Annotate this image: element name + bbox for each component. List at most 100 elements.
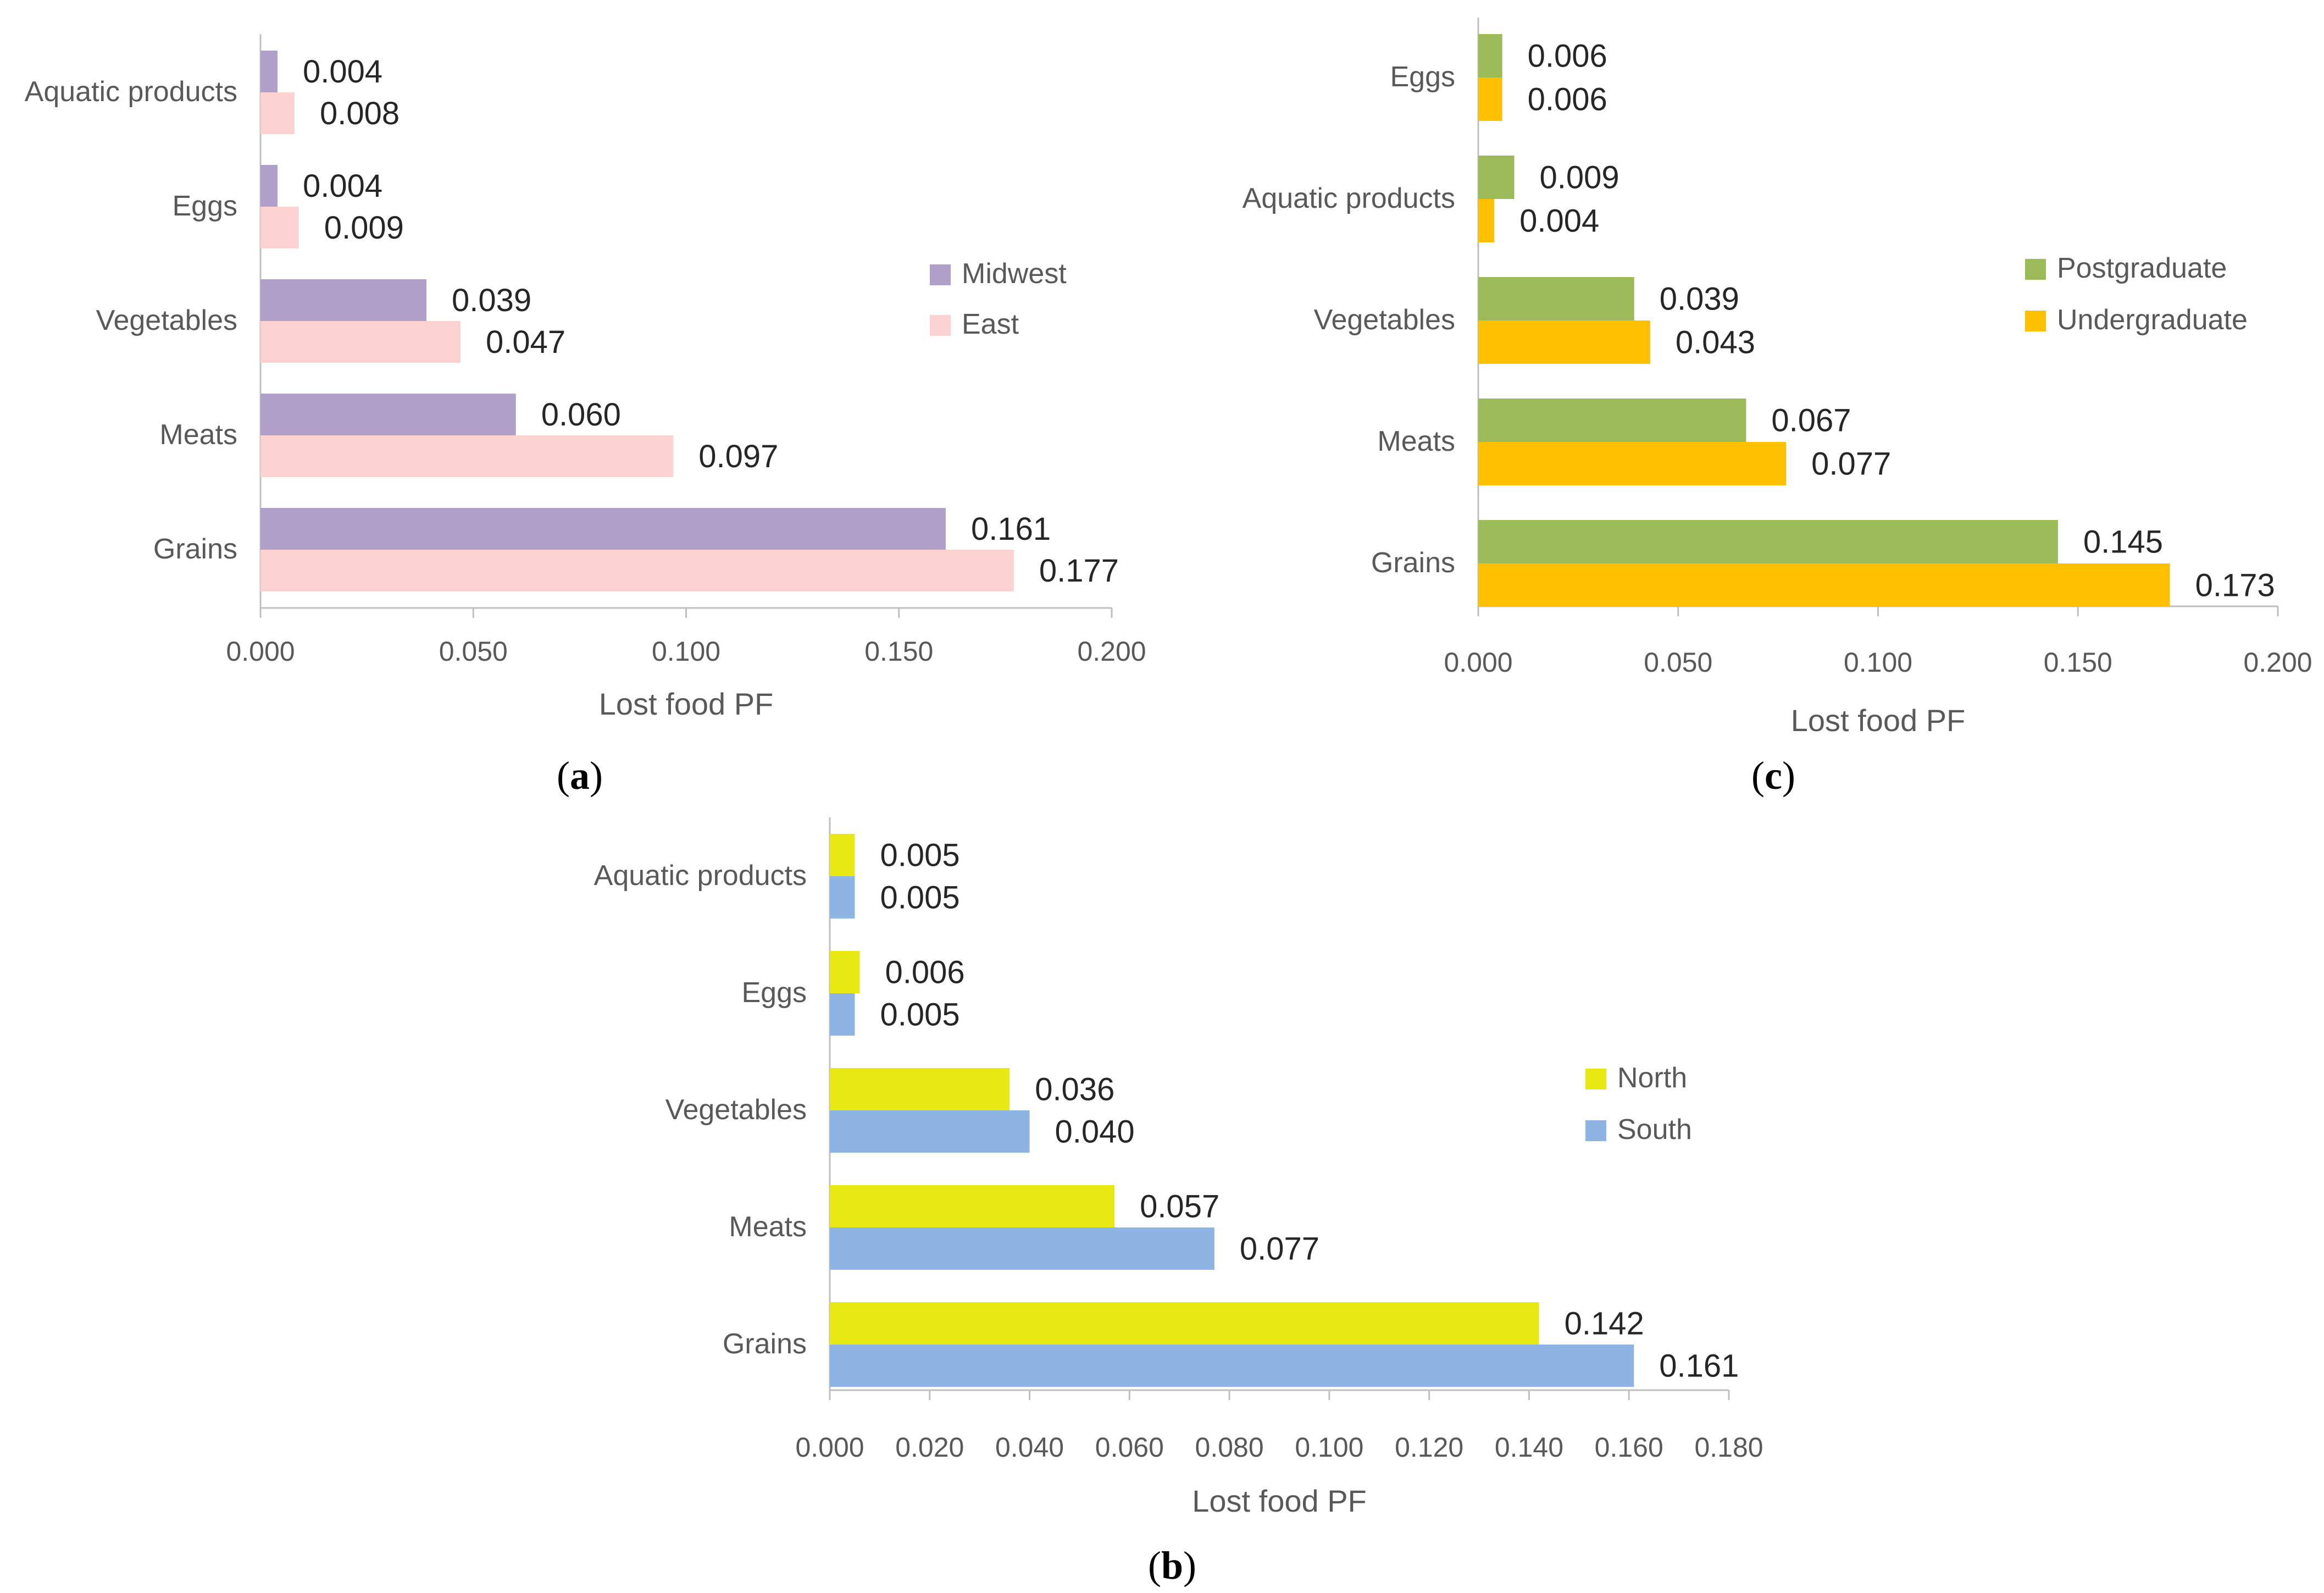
legend-label: Midwest <box>962 258 1067 290</box>
x-tick-label: 0.050 <box>439 636 508 667</box>
bar <box>260 394 516 435</box>
data-label: 0.097 <box>698 439 778 474</box>
data-label: 0.161 <box>1659 1348 1739 1384</box>
legend-label: South <box>1617 1114 1692 1146</box>
category-label: Aquatic products <box>25 76 237 108</box>
bar <box>260 321 461 363</box>
bar <box>1478 399 1746 442</box>
chart-a: 0.000 0.050 0.100 0.150 0.200 Aquatic product… <box>25 34 1146 798</box>
data-label: 0.036 <box>1035 1072 1114 1108</box>
category-label: Grains <box>153 533 237 565</box>
legend-swatch <box>1585 1069 1606 1089</box>
bar <box>260 165 278 207</box>
legend-label: Postgraduate <box>2057 252 2227 284</box>
legend-label: Undergraduate <box>2057 304 2248 336</box>
x-tick-label: 0.160 <box>1595 1432 1663 1463</box>
x-tick-label: 0.120 <box>1395 1432 1463 1463</box>
data-label: 0.005 <box>880 997 959 1033</box>
bar <box>260 207 299 248</box>
legend-swatch <box>930 264 951 285</box>
category-label: Meats <box>1377 425 1455 457</box>
data-label: 0.177 <box>1039 553 1119 589</box>
category-label: Aquatic products <box>594 860 807 892</box>
data-label: 0.004 <box>303 168 382 204</box>
data-label: 0.004 <box>303 54 382 90</box>
x-tick-label: 0.000 <box>795 1432 864 1463</box>
data-label: 0.006 <box>1528 38 1607 74</box>
legend-swatch <box>930 315 951 336</box>
x-axis-title: Lost food PF <box>599 687 774 721</box>
x-tick-label: 0.020 <box>895 1432 964 1463</box>
bar <box>830 1068 1010 1110</box>
category-label: Vegetables <box>665 1094 807 1126</box>
data-label: 0.057 <box>1140 1189 1219 1225</box>
x-tick-label: 0.000 <box>226 636 295 667</box>
bar <box>1478 442 1787 485</box>
category-label: Aquatic products <box>1243 182 1455 214</box>
data-label: 0.009 <box>324 210 404 246</box>
data-label: 0.005 <box>880 838 959 873</box>
bar <box>1478 563 2170 607</box>
bar <box>260 508 946 550</box>
data-label: 0.077 <box>1811 446 1891 482</box>
x-tick-label: 0.180 <box>1694 1432 1763 1463</box>
chart-b: 0.000 0.020 0.040 0.060 0.080 0.100 0.120 0.140… <box>594 817 1763 1588</box>
data-label: 0.004 <box>1519 203 1599 239</box>
data-label: 0.005 <box>880 880 959 916</box>
category-label: Meats <box>159 419 237 451</box>
category-label: Vegetables <box>1314 304 1455 336</box>
x-tick-label: 0.100 <box>1844 647 1912 678</box>
data-label: 0.039 <box>452 283 531 318</box>
bar <box>830 951 860 993</box>
category-label: Grains <box>723 1328 807 1360</box>
bar <box>260 51 278 92</box>
category-label: Eggs <box>172 190 237 222</box>
legend-swatch <box>1585 1120 1606 1141</box>
bar <box>830 993 855 1036</box>
bar <box>830 834 855 876</box>
bar <box>1478 277 1634 320</box>
bar <box>830 876 855 919</box>
bar <box>830 1345 1634 1387</box>
data-label: 0.060 <box>541 397 621 433</box>
panel-caption: (b) <box>1148 1544 1196 1588</box>
legend-swatch <box>2025 259 2046 280</box>
data-label: 0.161 <box>971 511 1051 547</box>
data-label: 0.006 <box>885 955 965 991</box>
data-label: 0.067 <box>1771 403 1851 439</box>
bar <box>260 92 295 134</box>
x-tick-label: 0.150 <box>2044 647 2112 678</box>
bar <box>830 1227 1214 1270</box>
legend-swatch <box>2025 311 2046 331</box>
x-axis-title: Lost food PF <box>1192 1484 1367 1518</box>
x-tick-label: 0.150 <box>864 636 933 667</box>
data-label: 0.006 <box>1528 82 1607 118</box>
bar <box>260 550 1014 591</box>
data-label: 0.040 <box>1055 1114 1135 1150</box>
data-label: 0.008 <box>320 96 400 131</box>
data-label: 0.009 <box>1539 160 1619 196</box>
bar <box>830 1185 1115 1227</box>
category-label: Eggs <box>741 977 807 1009</box>
data-label: 0.077 <box>1240 1231 1319 1267</box>
category-label: Meats <box>729 1211 807 1243</box>
x-tick-label: 0.040 <box>995 1432 1064 1463</box>
bar <box>260 279 427 321</box>
x-tick-label: 0.200 <box>1077 636 1146 667</box>
x-tick-label: 0.100 <box>652 636 720 667</box>
data-label: 0.142 <box>1565 1306 1644 1342</box>
bar <box>830 1110 1030 1153</box>
x-tick-label: 0.050 <box>1644 647 1712 678</box>
x-tick-label: 0.140 <box>1495 1432 1563 1463</box>
legend-label: East <box>962 308 1019 340</box>
x-tick-label: 0.200 <box>2243 647 2312 678</box>
data-label: 0.039 <box>1660 281 1739 317</box>
bar <box>1478 320 1650 364</box>
panel-caption: (a) <box>557 754 603 798</box>
bar <box>260 435 674 477</box>
bar <box>1478 34 1502 78</box>
data-label: 0.047 <box>486 324 565 360</box>
data-label: 0.145 <box>2083 524 2163 560</box>
panel-caption: (c) <box>1751 754 1795 798</box>
